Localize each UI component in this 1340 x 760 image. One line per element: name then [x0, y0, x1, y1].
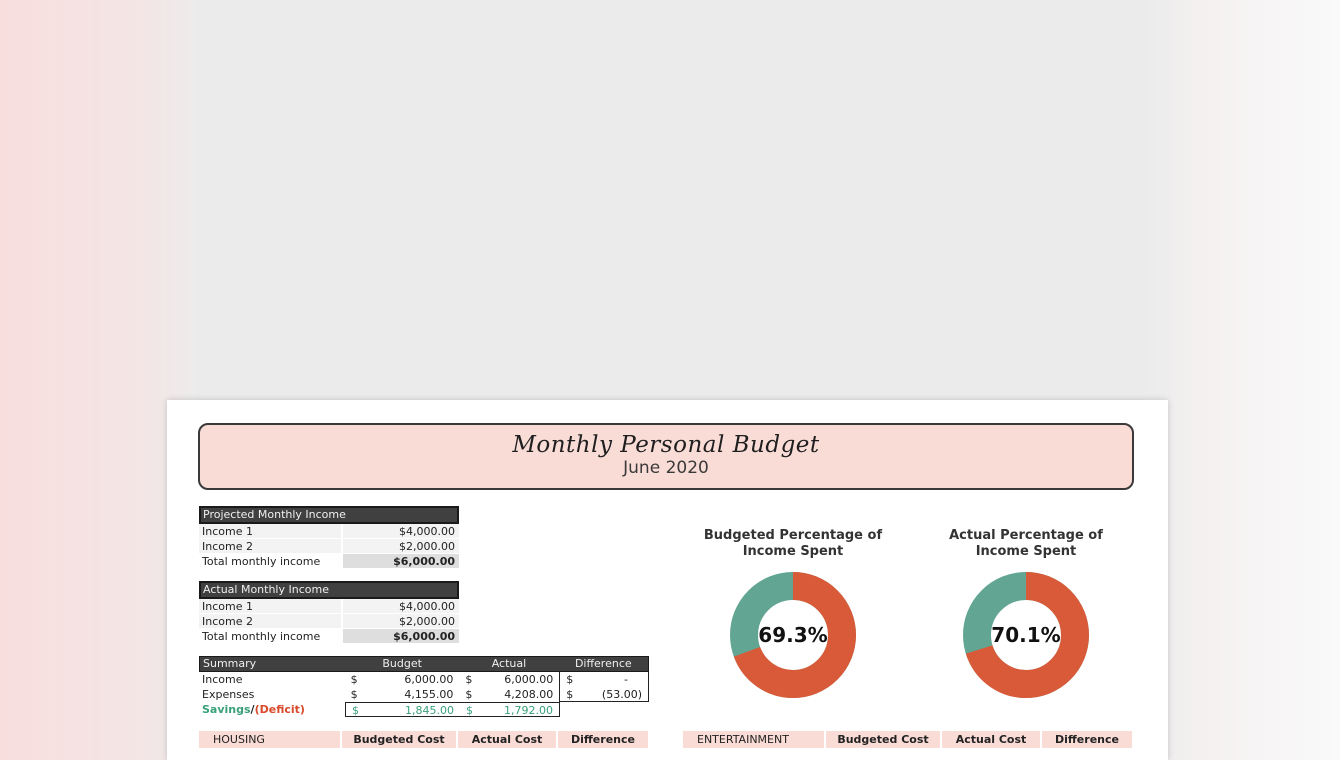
row-value: $4,000.00: [343, 524, 459, 539]
summary-header: Summary Budget Actual Difference: [199, 656, 649, 672]
row-label: Total monthly income: [199, 629, 342, 644]
row-label: Expenses: [202, 688, 255, 701]
page-subtitle: June 2020: [623, 458, 709, 478]
row-label: Total monthly income: [199, 554, 342, 569]
budgeted-cost-header: Budgeted Cost: [342, 731, 458, 748]
budgeted-cost-header: Budgeted Cost: [826, 731, 942, 748]
background-panel: [196, 0, 1146, 400]
row-value: $6,000.00: [343, 554, 459, 569]
actual-donut: 70.1%: [963, 572, 1089, 698]
budget-sheet: Monthly Personal Budget June 2020 Projec…: [167, 400, 1168, 760]
entertainment-table-header: ENTERTAINMENT Budgeted Cost Actual Cost …: [683, 731, 1134, 748]
difference-header: Difference: [558, 731, 650, 748]
actual-cell: $4,208.00: [465, 688, 554, 701]
actual-chart-title: Actual Percentage of Income Spent: [949, 528, 1103, 559]
housing-table-header: HOUSING Budgeted Cost Actual Cost Differ…: [199, 731, 650, 748]
actual-chart: Actual Percentage of Income Spent 70.1%: [926, 528, 1126, 700]
row-value: $2,000.00: [343, 614, 459, 629]
difference-cell: $ -: [559, 672, 649, 687]
table-row: Income 1 $4,000.00: [199, 524, 459, 539]
total-row: Total monthly income $6,000.00: [199, 554, 459, 569]
budgeted-chart-title: Budgeted Percentage of Income Spent: [703, 528, 883, 559]
table-row: Income 1 $4,000.00: [199, 599, 459, 614]
budget-cell: $6,000.00: [350, 673, 454, 686]
budgeted-percent-label: 69.3%: [758, 623, 827, 647]
projected-income-table: Projected Monthly Income Income 1 $4,000…: [199, 506, 459, 569]
actual-percent-label: 70.1%: [991, 623, 1060, 647]
actual-cost-header: Actual Cost: [942, 731, 1042, 748]
difference-header: Difference: [574, 657, 632, 670]
actual-spent-slice: [963, 572, 1089, 698]
budgeted-donut: 69.3%: [730, 572, 856, 698]
housing-header: HOUSING: [199, 731, 342, 748]
actual-income-table: Actual Monthly Income Income 1 $4,000.00…: [199, 581, 459, 644]
summary-expenses-row: Expenses $4,155.00 $4,208.00 $ (53.00): [199, 687, 649, 702]
row-label: Income: [202, 673, 243, 686]
row-value: $2,000.00: [343, 539, 459, 554]
row-label: Income 2: [199, 614, 342, 629]
actual-income-header: Actual Monthly Income: [199, 581, 459, 599]
savings-budget-cell: $1,845.00: [345, 702, 460, 717]
row-label: Income 1: [199, 524, 342, 539]
row-label: Income 2: [199, 539, 342, 554]
row-value: $6,000.00: [343, 629, 459, 644]
budgeted-chart: Budgeted Percentage of Income Spent 69.3…: [693, 528, 893, 700]
entertainment-header: ENTERTAINMENT: [683, 731, 826, 748]
projected-income-header: Projected Monthly Income: [199, 506, 459, 524]
total-row: Total monthly income $6,000.00: [199, 629, 459, 644]
summary-savings-row: Savings/(Deficit) $1,845.00 $1,792.00: [199, 702, 649, 717]
budget-cell: $4,155.00: [350, 688, 454, 701]
table-row: Income 2 $2,000.00: [199, 539, 459, 554]
difference-header: Difference: [1042, 731, 1134, 748]
actual-header: Actual: [491, 657, 527, 670]
table-row: Income 2 $2,000.00: [199, 614, 459, 629]
summary-income-row: Income $6,000.00 $6,000.00 $ -: [199, 672, 649, 687]
budgeted-spent-slice: [730, 572, 856, 698]
savings-label: Savings/(Deficit): [202, 703, 305, 716]
savings-actual-cell: $1,792.00: [460, 702, 560, 717]
actual-cell: $6,000.00: [465, 673, 554, 686]
difference-cell: $ (53.00): [559, 687, 649, 702]
page-title: Monthly Personal Budget: [512, 432, 820, 458]
row-label: Income 1: [199, 599, 342, 614]
actual-cost-header: Actual Cost: [458, 731, 558, 748]
budget-header: Budget: [382, 657, 422, 670]
summary-table: Summary Budget Actual Difference Income …: [199, 656, 649, 717]
summary-header-label: Summary: [203, 657, 257, 670]
title-banner: Monthly Personal Budget June 2020: [198, 423, 1134, 490]
row-value: $4,000.00: [343, 599, 459, 614]
